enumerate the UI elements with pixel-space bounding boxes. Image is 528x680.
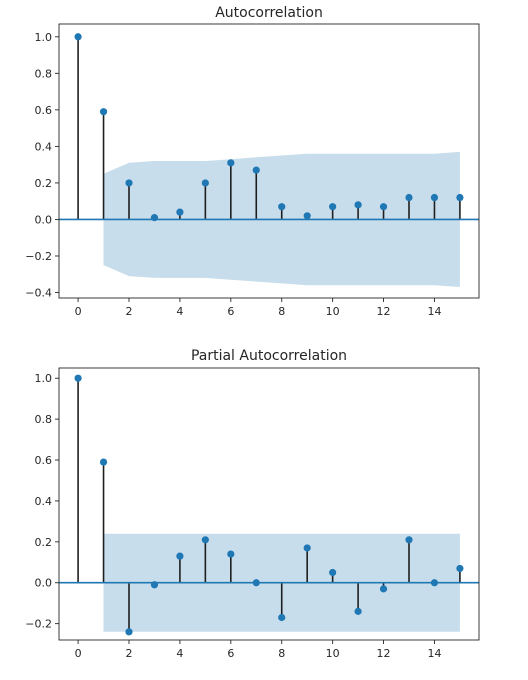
acf-xtick-label: 12	[377, 305, 391, 318]
acf-xtick-label: 8	[278, 305, 285, 318]
pacf-marker-lag-10	[329, 568, 337, 577]
partial-autocorrelation-chart: Partial Autocorrelation 0 2 4 6 8 10 12 14 −0.2 0…	[25, 348, 480, 660]
acf-ytick-label: 0.6	[35, 104, 53, 117]
autocorrelation-chart: Autocorrelation 0 2 4 6 8 10 12 14 −0.4 −0.2 0.0 0.…	[25, 5, 480, 318]
pacf-marker-lag-13	[405, 536, 413, 544]
pacf-ytick-label: 1.0	[35, 372, 53, 385]
acf-xtick-label: 0	[75, 305, 82, 318]
acf-xtick-label: 2	[126, 305, 133, 318]
acf-marker-lag-13	[405, 193, 413, 202]
pacf-marker-lag-14	[430, 579, 439, 587]
pacf-marker-lag-1	[99, 458, 108, 466]
pacf-xtick-label: 10	[326, 647, 340, 660]
acf-marker-lag-9	[303, 212, 311, 220]
pacf-xtick-label: 2	[126, 647, 133, 660]
autocorrelation-title: Autocorrelation	[215, 5, 323, 21]
pacf-marker-lag-5	[201, 536, 209, 544]
pacf-marker-lag-6	[227, 550, 235, 558]
acf-ytick-label: 0.0	[35, 213, 53, 226]
acf-xtick-label: 10	[326, 305, 340, 318]
acf-xtick-label: 6	[227, 305, 234, 318]
acf-ytick-label: 0.2	[35, 177, 53, 190]
pacf-xtick-label: 6	[227, 647, 234, 660]
acf-plot-frame	[58, 23, 480, 299]
partial-autocorrelation-title: Partial Autocorrelation	[191, 348, 347, 364]
acf-marker-lag-4	[176, 208, 184, 216]
pacf-marker-lag-11	[354, 607, 362, 615]
pacf-xtick-label: 8	[278, 647, 285, 660]
acf-marker-lag-7	[252, 166, 260, 174]
pacf-marker-lag-7	[252, 579, 260, 587]
pacf-marker-lag-9	[303, 544, 311, 552]
acf-marker-lag-5	[201, 179, 209, 187]
acf-ytick-label: −0.2	[25, 250, 52, 263]
acf-marker-lag-2	[125, 179, 133, 187]
pacf-ytick-label: 0.6	[35, 454, 53, 467]
acf-marker-lag-12	[379, 203, 388, 211]
acf-marker-lag-0	[74, 33, 82, 41]
acf-marker-lag-1	[99, 108, 108, 116]
acf-ytick-label: −0.4	[25, 287, 52, 300]
acf-marker-lag-15	[456, 193, 464, 202]
acf-ytick-label: 0.8	[35, 67, 53, 80]
pacf-xtick-label: 4	[176, 647, 183, 660]
pacf-marker-lag-15	[456, 564, 464, 573]
pacf-marker-lag-3	[150, 581, 159, 589]
pacf-xtick-label: 12	[377, 647, 391, 660]
acf-xtick-label: 4	[176, 305, 183, 318]
pacf-ytick-label: 0.4	[35, 495, 53, 508]
acf-marker-lag-3	[150, 214, 159, 222]
pacf-ytick-label: 0.0	[35, 577, 53, 590]
acf-marker-lag-8	[278, 203, 286, 211]
acf-marker-lag-11	[354, 201, 362, 209]
pacf-xtick-label: 14	[427, 647, 441, 660]
acf-marker-lag-14	[430, 193, 439, 202]
pacf-marker-lag-2	[125, 628, 133, 636]
pacf-marker-lag-4	[176, 552, 184, 560]
pacf-ytick-label: 0.2	[35, 536, 53, 549]
pacf-ytick-label: 0.8	[35, 413, 53, 426]
acf-ytick-label: 1.0	[35, 31, 53, 44]
pacf-xtick-label: 0	[75, 647, 82, 660]
acf-marker-lag-6	[227, 159, 235, 167]
acf-xtick-label: 14	[427, 305, 441, 318]
acf-ytick-label: 0.4	[35, 140, 53, 153]
pacf-marker-lag-12	[379, 585, 388, 593]
pacf-plot-frame	[58, 367, 480, 641]
pacf-marker-lag-0	[74, 374, 82, 382]
pacf-marker-lag-8	[278, 613, 286, 622]
pacf-ytick-label: −0.2	[25, 618, 52, 631]
acf-marker-lag-10	[329, 203, 337, 211]
